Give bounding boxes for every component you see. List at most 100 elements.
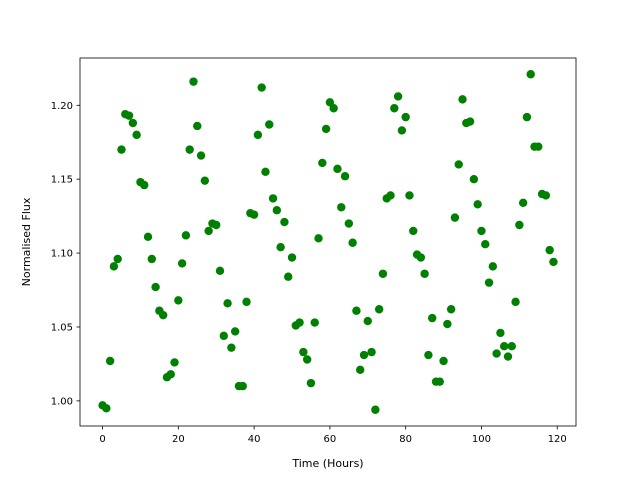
- point: [295, 318, 304, 327]
- point: [284, 272, 293, 281]
- x-axis-label: Time (Hours): [291, 457, 363, 470]
- point: [518, 198, 528, 208]
- point: [113, 254, 122, 264]
- point: [503, 352, 513, 361]
- point: [469, 174, 479, 184]
- point: [465, 117, 475, 126]
- point: [242, 297, 251, 307]
- x-tick-label: 40: [248, 434, 261, 445]
- point: [102, 404, 111, 413]
- point: [166, 370, 175, 379]
- x-tick-label: 100: [472, 434, 491, 445]
- point: [363, 316, 372, 326]
- point: [446, 305, 456, 314]
- y-tick-label: 1.15: [51, 175, 73, 186]
- point: [424, 350, 433, 360]
- point: [526, 70, 535, 79]
- point: [522, 112, 532, 122]
- point: [280, 217, 289, 227]
- point: [253, 130, 263, 140]
- point: [276, 242, 285, 252]
- point: [507, 341, 516, 351]
- x-tick-label: 60: [324, 434, 337, 445]
- point: [344, 219, 354, 228]
- point: [147, 254, 157, 264]
- point: [310, 318, 319, 327]
- point: [238, 381, 247, 391]
- point: [492, 349, 501, 358]
- point: [481, 240, 490, 249]
- point: [306, 378, 316, 388]
- point: [450, 213, 460, 222]
- point: [484, 278, 494, 287]
- point: [143, 232, 153, 242]
- point: [458, 95, 467, 104]
- point: [185, 145, 194, 154]
- point: [170, 358, 179, 367]
- point: [302, 355, 312, 364]
- point: [272, 206, 282, 215]
- point: [371, 405, 380, 414]
- point: [545, 245, 554, 255]
- point: [174, 296, 183, 305]
- point: [105, 356, 115, 366]
- point: [151, 282, 160, 292]
- point: [340, 172, 350, 181]
- point: [386, 191, 395, 200]
- point: [428, 313, 437, 323]
- point: [488, 262, 498, 271]
- point: [230, 327, 240, 336]
- point: [257, 83, 266, 92]
- point: [511, 297, 520, 307]
- x-tick-label: 20: [172, 434, 185, 445]
- point: [181, 231, 191, 240]
- point: [378, 269, 388, 278]
- point: [204, 226, 213, 236]
- point: [499, 341, 509, 351]
- x-tick-label: 80: [399, 434, 412, 445]
- point: [443, 319, 452, 329]
- point: [109, 262, 119, 271]
- point: [215, 266, 225, 276]
- point: [454, 160, 463, 169]
- point: [314, 234, 323, 243]
- point: [549, 257, 558, 267]
- y-axis-label: Normalised Flux: [20, 197, 33, 286]
- point: [268, 194, 278, 203]
- point: [193, 121, 202, 131]
- point: [321, 124, 331, 134]
- point: [515, 220, 524, 230]
- point: [212, 220, 221, 230]
- point: [219, 331, 228, 341]
- point: [329, 104, 338, 113]
- point: [158, 310, 168, 320]
- point: [393, 92, 403, 101]
- point: [477, 226, 486, 236]
- point: [409, 226, 418, 236]
- point: [359, 350, 369, 360]
- point: [177, 259, 187, 268]
- point: [348, 238, 357, 247]
- point: [287, 253, 297, 262]
- point: [416, 253, 426, 262]
- point: [534, 142, 543, 151]
- point: [223, 299, 232, 308]
- y-tick-label: 1.05: [51, 322, 73, 333]
- y-tick-label: 1.00: [51, 396, 73, 407]
- point: [356, 365, 365, 375]
- point: [337, 203, 346, 212]
- point: [405, 191, 414, 200]
- point: [227, 343, 236, 352]
- point: [249, 210, 259, 219]
- point: [333, 164, 342, 174]
- plot-frame: [79, 57, 577, 427]
- point: [261, 167, 270, 176]
- point: [124, 111, 134, 120]
- point: [374, 305, 384, 314]
- point: [401, 112, 410, 122]
- point: [128, 118, 138, 128]
- point: [318, 158, 327, 168]
- point: [140, 180, 149, 190]
- point: [496, 328, 505, 338]
